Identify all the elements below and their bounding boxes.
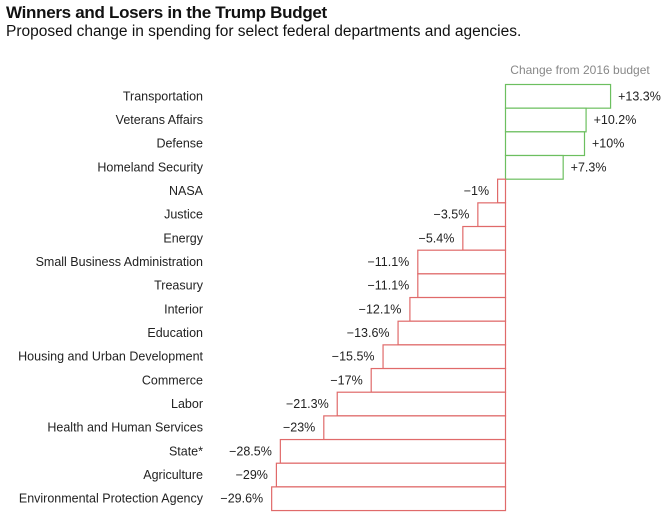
bar — [336, 391, 507, 417]
category-label: Treasury — [154, 279, 204, 293]
bar — [504, 154, 564, 180]
value-label: −21.3% — [286, 397, 329, 411]
value-label: −17% — [330, 373, 362, 387]
value-label: +10% — [592, 137, 624, 151]
value-label: −5.4% — [419, 231, 455, 245]
value-label: −3.5% — [434, 208, 470, 222]
bar — [462, 225, 507, 251]
category-label: Homeland Security — [97, 160, 203, 174]
bar — [417, 273, 507, 299]
value-label: −15.5% — [332, 350, 375, 364]
category-label: Energy — [163, 231, 203, 245]
value-label: −11.1% — [367, 279, 409, 293]
bar — [409, 296, 507, 322]
bar — [370, 367, 507, 393]
category-label: State* — [169, 444, 203, 458]
category-label: Health and Human Services — [47, 421, 203, 435]
value-label: +10.2% — [594, 113, 637, 127]
category-label: Environmental Protection Agency — [19, 492, 204, 506]
category-label: Defense — [156, 137, 203, 151]
value-label: −12.1% — [359, 302, 402, 316]
chart-subtitle: Proposed change in spending for select f… — [6, 23, 522, 40]
bar — [271, 486, 507, 512]
category-label: Transportation — [123, 89, 203, 103]
value-label: −11.1% — [367, 255, 409, 269]
category-label: Housing and Urban Development — [18, 350, 203, 364]
category-label: Veterans Affairs — [116, 113, 203, 127]
value-label: −1% — [464, 184, 489, 198]
bar — [497, 178, 507, 204]
bar — [397, 320, 507, 346]
bar — [323, 415, 507, 441]
value-label: −29.6% — [220, 492, 263, 506]
chart-title: Winners and Losers in the Trump Budget — [6, 3, 327, 22]
bar — [417, 249, 507, 275]
value-label: −13.6% — [347, 326, 390, 340]
category-label: Labor — [171, 397, 203, 411]
category-label: Agriculture — [143, 468, 203, 482]
bar — [477, 202, 507, 228]
category-label: Interior — [164, 302, 203, 316]
bar — [504, 107, 587, 133]
value-label: −28.5% — [229, 444, 272, 458]
bar — [279, 438, 507, 464]
bar — [275, 462, 507, 488]
category-label: NASA — [169, 184, 204, 198]
value-label: −23% — [283, 421, 315, 435]
category-label: Education — [147, 326, 203, 340]
category-label: Commerce — [142, 373, 203, 387]
category-label: Justice — [164, 208, 203, 222]
value-label: +13.3% — [618, 89, 661, 103]
bar — [504, 131, 586, 157]
bar — [382, 344, 507, 370]
value-label: +7.3% — [571, 160, 607, 174]
category-label: Small Business Administration — [36, 255, 203, 269]
bar — [504, 83, 612, 109]
value-label: −29% — [236, 468, 268, 482]
legend-label: Change from 2016 budget — [510, 63, 650, 77]
